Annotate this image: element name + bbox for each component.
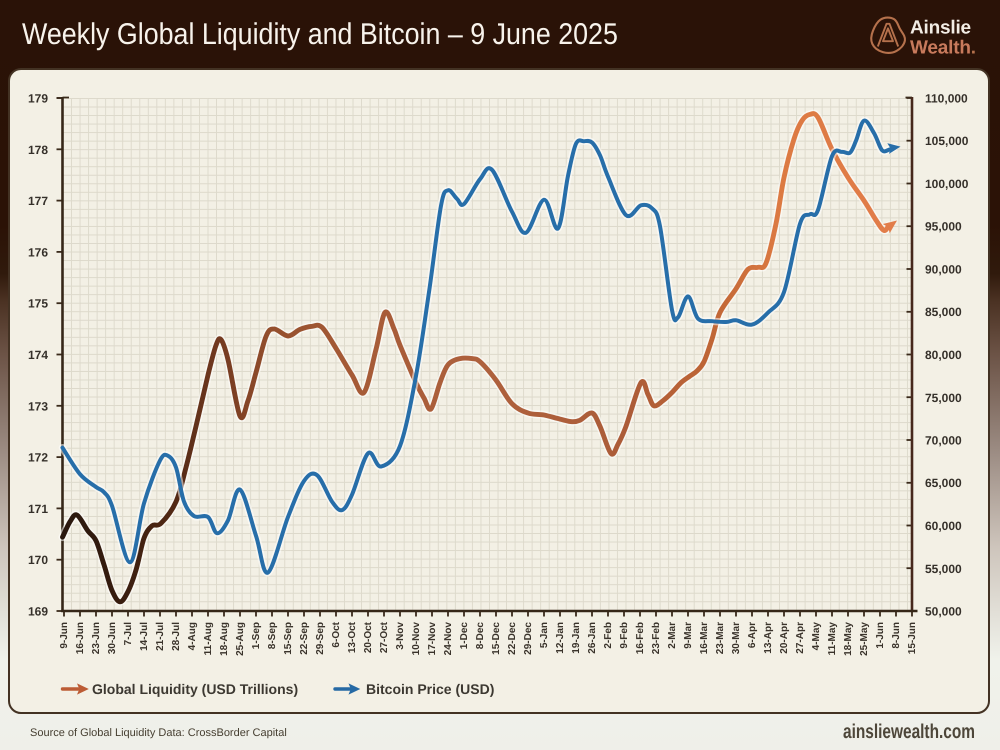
svg-text:9-Feb: 9-Feb (619, 622, 630, 649)
svg-text:12-Jan: 12-Jan (555, 622, 566, 654)
svg-text:4-May: 4-May (811, 622, 822, 651)
svg-text:24-Nov: 24-Nov (443, 622, 454, 656)
svg-text:13-Oct: 13-Oct (347, 621, 358, 653)
svg-text:11-Aug: 11-Aug (203, 622, 214, 655)
svg-text:70,000: 70,000 (925, 434, 962, 448)
svg-text:30-Jun: 30-Jun (107, 622, 118, 654)
svg-text:8-Sep: 8-Sep (267, 622, 278, 649)
svg-text:15-Jun: 15-Jun (907, 622, 918, 654)
svg-text:85,000: 85,000 (925, 305, 962, 319)
svg-text:174: 174 (28, 348, 48, 362)
svg-text:22-Dec: 22-Dec (507, 622, 518, 655)
svg-text:16-Feb: 16-Feb (635, 622, 646, 654)
svg-text:26-Jan: 26-Jan (587, 622, 598, 654)
svg-text:178: 178 (28, 143, 48, 157)
svg-text:6-Oct: 6-Oct (331, 621, 342, 647)
svg-text:80,000: 80,000 (925, 348, 962, 362)
svg-text:100,000: 100,000 (925, 177, 969, 191)
svg-text:170: 170 (28, 553, 48, 567)
svg-text:176: 176 (28, 245, 48, 259)
svg-text:5-Jan: 5-Jan (539, 622, 550, 648)
svg-text:110,000: 110,000 (925, 92, 968, 106)
svg-text:19-Jan: 19-Jan (571, 622, 582, 654)
svg-text:175: 175 (28, 297, 48, 311)
svg-text:21-Jul: 21-Jul (155, 622, 166, 651)
svg-text:90,000: 90,000 (925, 263, 962, 277)
svg-text:18-May: 18-May (843, 622, 854, 656)
svg-text:14-Jul: 14-Jul (139, 622, 150, 651)
svg-text:1-Dec: 1-Dec (459, 622, 470, 650)
svg-text:Bitcoin Price (USD): Bitcoin Price (USD) (366, 681, 494, 697)
svg-text:29-Dec: 29-Dec (523, 622, 534, 655)
svg-text:16-Jun: 16-Jun (75, 622, 86, 654)
svg-text:20-Apr: 20-Apr (779, 622, 790, 654)
svg-text:4-Aug: 4-Aug (187, 622, 198, 650)
svg-text:75,000: 75,000 (925, 391, 962, 405)
svg-text:7-Jul: 7-Jul (123, 622, 134, 646)
svg-text:23-Jun: 23-Jun (91, 622, 102, 654)
svg-text:13-Apr: 13-Apr (763, 622, 774, 654)
svg-text:23-Feb: 23-Feb (651, 622, 662, 654)
svg-text:27-Apr: 27-Apr (795, 622, 806, 654)
svg-text:18-Aug: 18-Aug (219, 622, 230, 656)
svg-text:1-Sep: 1-Sep (251, 622, 262, 649)
svg-text:171: 171 (28, 502, 48, 516)
svg-text:20-Oct: 20-Oct (363, 621, 374, 653)
svg-text:8-Jun: 8-Jun (891, 622, 902, 649)
svg-text:29-Sep: 29-Sep (315, 622, 326, 655)
svg-text:8-Dec: 8-Dec (475, 622, 486, 650)
svg-text:22-Sep: 22-Sep (299, 622, 310, 655)
svg-text:Global Liquidity (USD Trillion: Global Liquidity (USD Trillions) (92, 681, 298, 697)
svg-text:65,000: 65,000 (925, 476, 962, 490)
svg-text:Wealth.: Wealth. (910, 38, 976, 59)
svg-text:Ainslie: Ainslie (910, 18, 971, 39)
svg-text:105,000: 105,000 (925, 134, 969, 148)
svg-text:50,000: 50,000 (925, 605, 962, 619)
svg-text:55,000: 55,000 (925, 562, 962, 576)
svg-text:15-Sep: 15-Sep (283, 622, 294, 655)
svg-text:9-Mar: 9-Mar (683, 622, 694, 649)
svg-text:172: 172 (28, 451, 48, 465)
svg-text:173: 173 (28, 399, 48, 413)
svg-text:15-Dec: 15-Dec (491, 622, 502, 655)
svg-text:169: 169 (28, 605, 48, 619)
svg-text:95,000: 95,000 (925, 220, 962, 234)
svg-text:25-Aug: 25-Aug (235, 622, 246, 656)
svg-text:179: 179 (28, 92, 48, 106)
svg-text:30-Mar: 30-Mar (731, 622, 742, 654)
svg-text:10-Nov: 10-Nov (411, 622, 422, 656)
svg-text:2-Feb: 2-Feb (603, 622, 614, 649)
svg-text:27-Oct: 27-Oct (379, 621, 390, 653)
svg-text:6-Apr: 6-Apr (747, 622, 758, 648)
svg-text:2-Mar: 2-Mar (667, 622, 678, 649)
svg-text:9-Jun: 9-Jun (59, 622, 70, 649)
svg-text:177: 177 (28, 194, 48, 208)
svg-text:3-Nov: 3-Nov (395, 622, 406, 650)
svg-text:60,000: 60,000 (925, 519, 962, 533)
svg-text:28-Jul: 28-Jul (171, 622, 182, 651)
svg-text:16-Mar: 16-Mar (699, 622, 710, 654)
svg-text:11-May: 11-May (827, 622, 838, 656)
svg-text:25-May: 25-May (859, 622, 870, 656)
svg-text:17-Nov: 17-Nov (427, 622, 438, 656)
svg-text:23-Mar: 23-Mar (715, 622, 726, 654)
svg-text:1-Jun: 1-Jun (875, 622, 886, 649)
